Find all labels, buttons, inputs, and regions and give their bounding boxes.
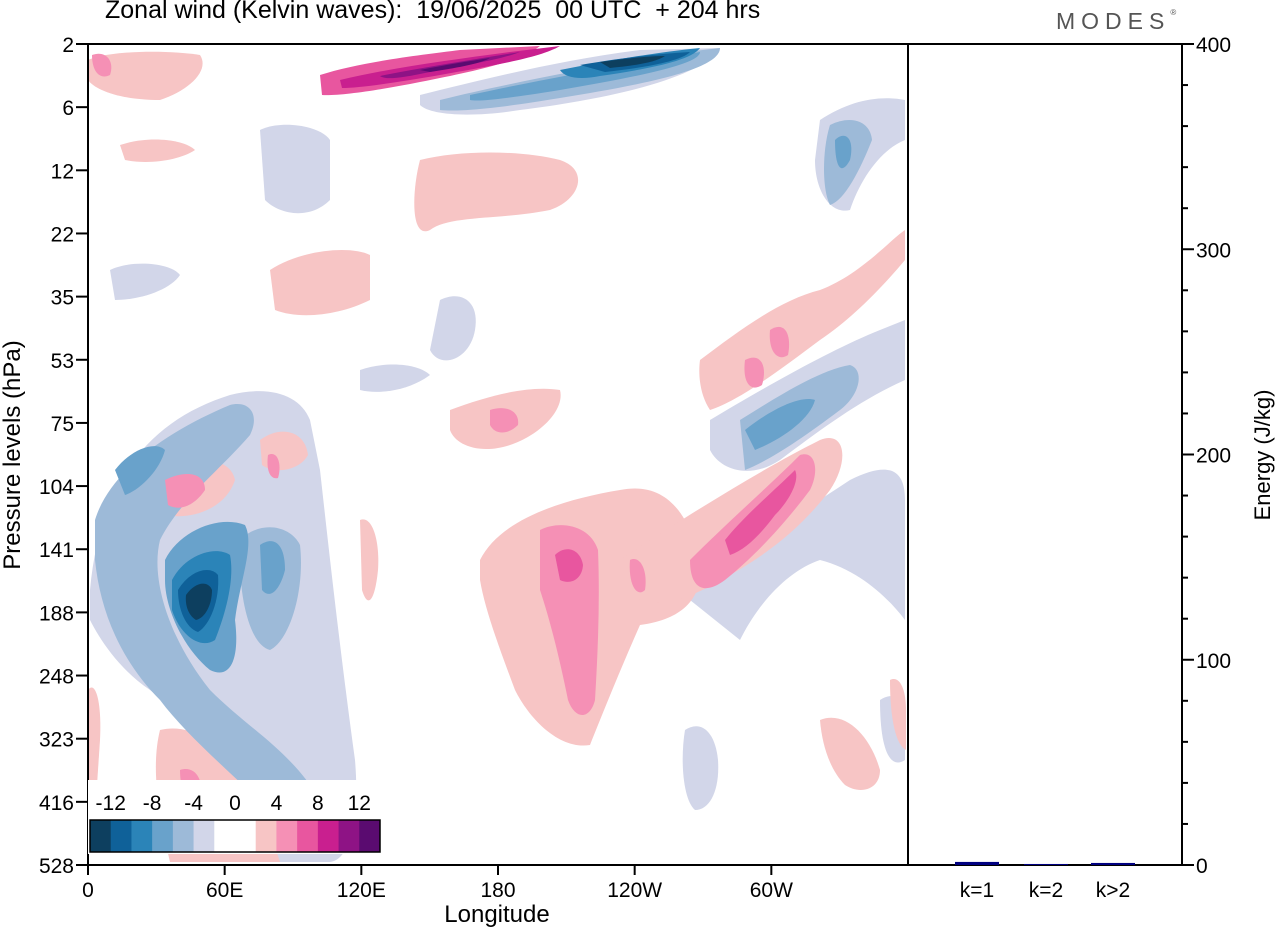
colorbar-swatch	[255, 820, 277, 852]
colorbar-swatch	[172, 820, 195, 852]
y-tick-label: 248	[39, 666, 74, 689]
colorbar-swatch	[235, 820, 257, 852]
energy-tick-label: 100	[1196, 650, 1231, 673]
y-tick-label: 12	[51, 160, 74, 183]
energy-bar	[1091, 862, 1135, 865]
longitude-axis: 0 60E 120E 180 120W 60W	[82, 865, 793, 902]
pressure-axis: 2 6 12 22 35 53 75 104 141 188 248 323 416 528	[39, 34, 88, 878]
energy-axis-label: Energy (J/kg)	[1250, 390, 1275, 521]
y-tick-label: 323	[39, 729, 74, 752]
energy-tick-label: 0	[1196, 855, 1208, 878]
colorbar: -12 -8 -4 0 4 8 12	[88, 780, 382, 854]
colorbar-label: 8	[312, 792, 324, 815]
y-tick-label: 75	[51, 413, 74, 436]
colorbar-swatch	[214, 820, 236, 852]
y-tick-label: 2	[62, 34, 74, 57]
y-tick-label: 141	[39, 539, 74, 562]
modes-logo: MODES®	[1056, 8, 1177, 34]
y-tick-label: 528	[39, 855, 74, 878]
colorbar-swatch	[276, 820, 298, 852]
colorbar-label: 12	[348, 792, 371, 815]
colorbar-label: -12	[96, 792, 126, 815]
y-tick-label: 188	[39, 602, 74, 625]
y-tick-label: 416	[39, 792, 74, 815]
y-tick-label: 35	[51, 287, 74, 310]
energy-category-label: k=2	[1029, 879, 1063, 902]
colorbar-swatch	[110, 820, 132, 852]
y-axis-label: Pressure levels (hPa)	[0, 340, 26, 569]
energy-category-label: k=1	[960, 879, 994, 902]
y-tick-label: 22	[51, 223, 74, 246]
energy-tick-label: 400	[1196, 34, 1231, 57]
colorbar-swatch	[152, 820, 174, 852]
energy-bar	[1024, 863, 1068, 865]
x-tick-label: 0	[82, 879, 94, 902]
colorbar-swatch	[317, 820, 340, 852]
energy-axis: 0 100 200 300 400	[1182, 34, 1231, 878]
x-tick-label: 120E	[337, 879, 386, 902]
colorbar-swatch	[359, 820, 381, 852]
colorbar-label: -4	[184, 792, 203, 815]
x-tick-label: 60W	[750, 879, 793, 902]
energy-bar	[955, 861, 999, 865]
colorbar-swatch	[338, 820, 360, 852]
colorbar-label: -8	[143, 792, 162, 815]
colorbar-label: 0	[229, 792, 241, 815]
x-tick-label: 180	[480, 879, 515, 902]
colorbar-swatch	[131, 820, 153, 852]
energy-category-label: k>2	[1096, 879, 1130, 902]
y-tick-label: 6	[62, 97, 74, 120]
colorbar-swatch	[193, 820, 215, 852]
colorbar-swatch	[297, 820, 319, 852]
chart-title: Zonal wind (Kelvin waves): 19/06/2025 00…	[105, 0, 761, 24]
energy-tick-label: 200	[1196, 445, 1231, 468]
energy-tick-label: 300	[1196, 239, 1231, 262]
heatmap-field	[88, 44, 908, 865]
y-tick-label: 104	[39, 476, 74, 499]
energy-bars: k=1 k=2 k>2	[955, 861, 1135, 902]
colorbar-label: 4	[271, 792, 283, 815]
x-axis-label: Longitude	[444, 901, 549, 928]
colorbar-swatch	[90, 820, 112, 852]
x-tick-label: 120W	[607, 879, 662, 902]
y-tick-label: 53	[51, 350, 74, 373]
x-tick-label: 60E	[206, 879, 243, 902]
